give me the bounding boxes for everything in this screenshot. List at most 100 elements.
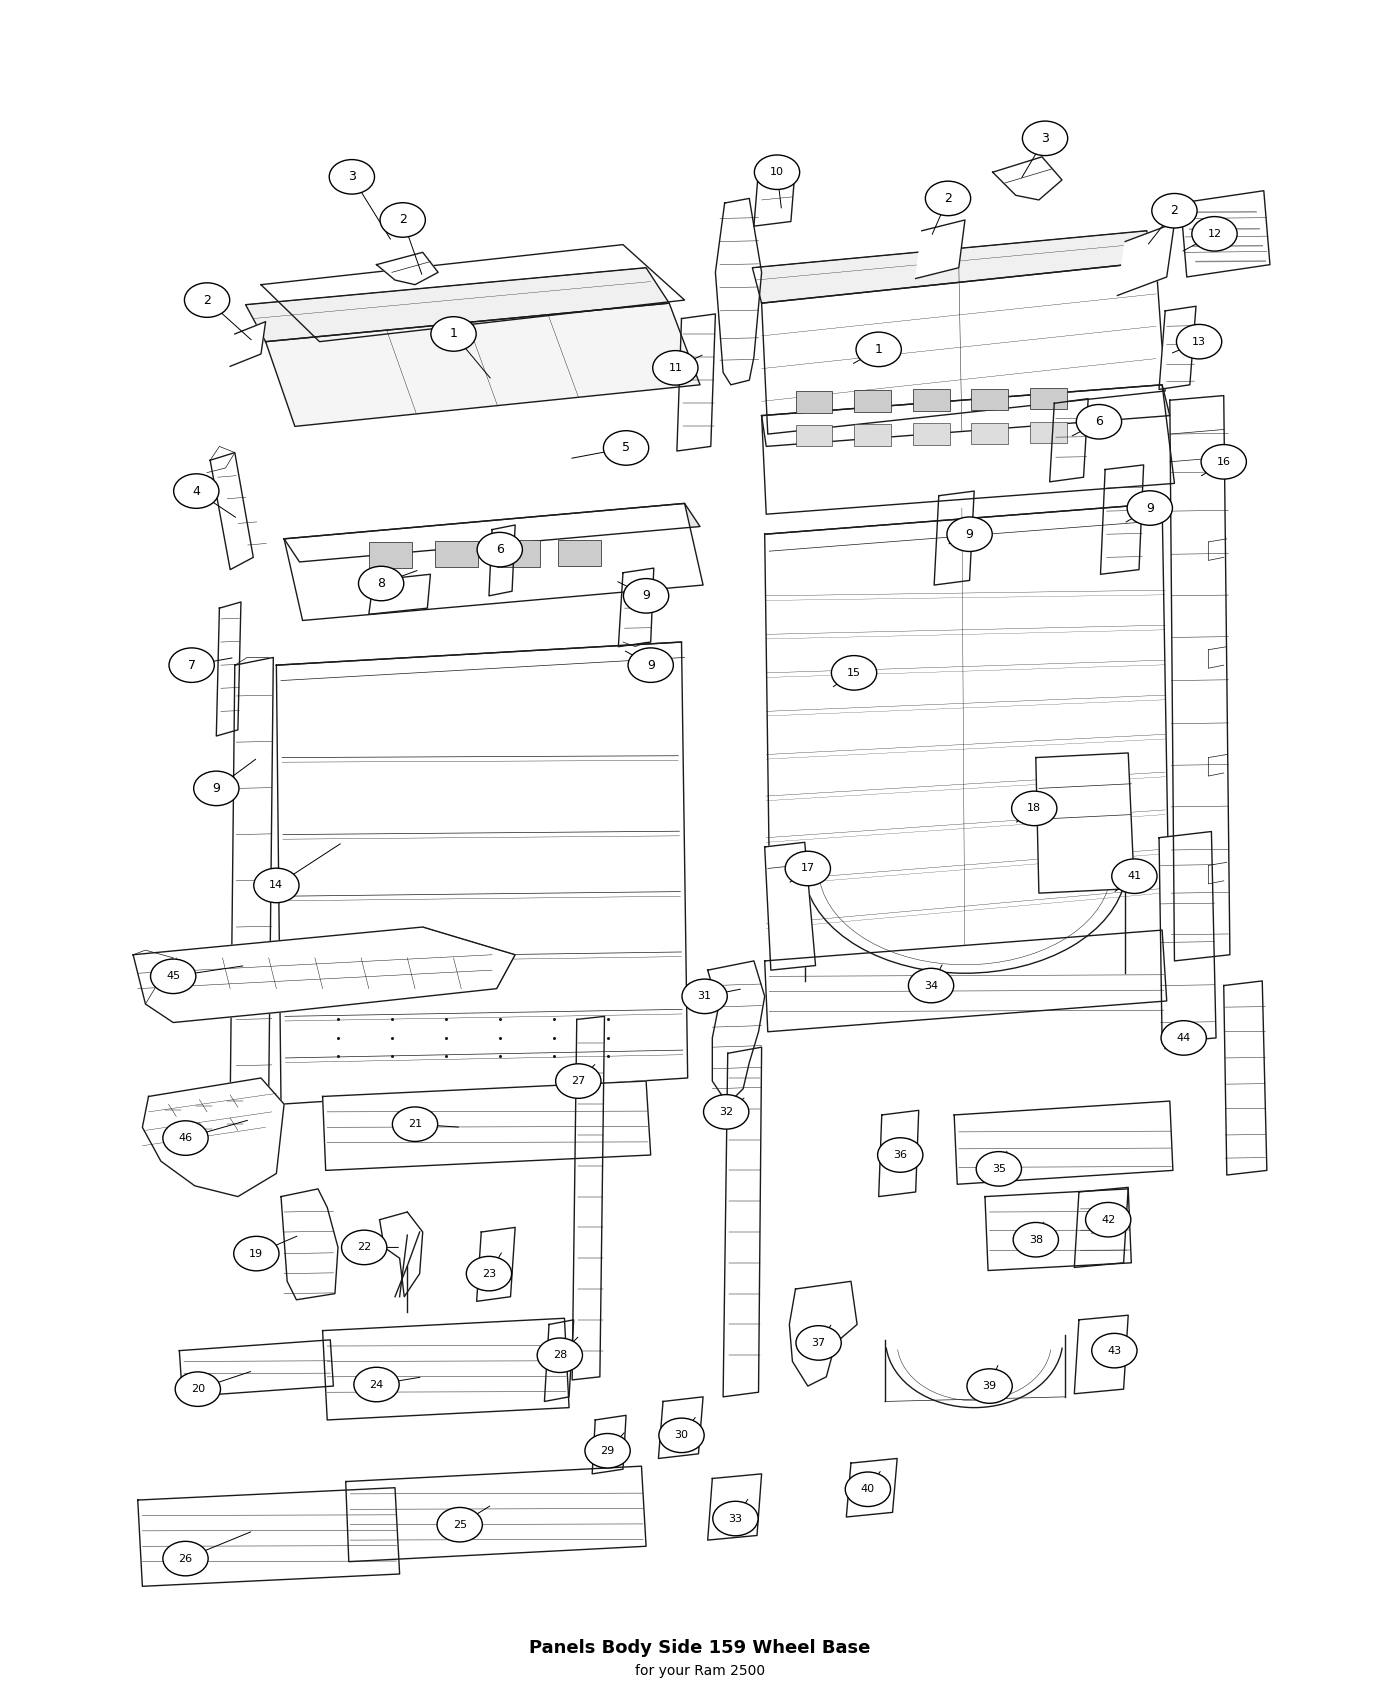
Ellipse shape <box>437 1508 483 1542</box>
Text: 42: 42 <box>1100 1216 1116 1224</box>
Ellipse shape <box>629 648 673 682</box>
Polygon shape <box>322 1081 651 1170</box>
Polygon shape <box>1159 306 1196 389</box>
Text: 41: 41 <box>1127 870 1141 881</box>
FancyBboxPatch shape <box>435 541 479 568</box>
Polygon shape <box>715 199 762 384</box>
Text: 22: 22 <box>357 1243 371 1253</box>
Polygon shape <box>764 842 816 971</box>
Ellipse shape <box>713 1501 757 1535</box>
FancyBboxPatch shape <box>1029 388 1067 410</box>
Polygon shape <box>790 1282 857 1385</box>
Ellipse shape <box>682 979 727 1013</box>
Polygon shape <box>1117 223 1175 296</box>
Text: 33: 33 <box>728 1513 742 1523</box>
Ellipse shape <box>1161 1020 1207 1056</box>
Text: 45: 45 <box>167 971 181 981</box>
Text: Panels Body Side 159 Wheel Base: Panels Body Side 159 Wheel Base <box>529 1639 871 1658</box>
Polygon shape <box>260 245 685 342</box>
Polygon shape <box>379 1219 423 1297</box>
Text: 3: 3 <box>1042 133 1049 144</box>
Polygon shape <box>476 1227 515 1300</box>
Text: 16: 16 <box>1217 457 1231 468</box>
Polygon shape <box>1074 1316 1128 1394</box>
Text: 6: 6 <box>1095 415 1103 428</box>
Text: 10: 10 <box>770 167 784 177</box>
Ellipse shape <box>466 1256 511 1290</box>
Ellipse shape <box>253 869 300 903</box>
Polygon shape <box>1170 396 1229 960</box>
Text: 44: 44 <box>1176 1034 1191 1042</box>
Polygon shape <box>752 231 1156 303</box>
Text: 14: 14 <box>269 881 283 891</box>
Ellipse shape <box>1127 491 1172 525</box>
Ellipse shape <box>329 160 375 194</box>
Text: 26: 26 <box>178 1554 193 1564</box>
Text: 4: 4 <box>192 484 200 498</box>
Ellipse shape <box>1112 858 1156 894</box>
Polygon shape <box>708 960 764 1105</box>
Text: 3: 3 <box>349 170 356 184</box>
Polygon shape <box>762 262 1165 434</box>
Ellipse shape <box>1201 445 1246 479</box>
Ellipse shape <box>585 1433 630 1469</box>
Polygon shape <box>179 1340 333 1397</box>
Text: 15: 15 <box>847 668 861 678</box>
Ellipse shape <box>1191 216 1238 252</box>
Ellipse shape <box>431 316 476 352</box>
FancyBboxPatch shape <box>972 423 1008 444</box>
Text: 1: 1 <box>875 343 882 355</box>
Polygon shape <box>322 1318 568 1420</box>
Polygon shape <box>377 252 438 284</box>
Polygon shape <box>276 643 687 1105</box>
Ellipse shape <box>151 959 196 993</box>
Text: 6: 6 <box>496 542 504 556</box>
Text: 1: 1 <box>449 328 458 340</box>
Polygon shape <box>284 503 703 620</box>
Ellipse shape <box>169 648 214 682</box>
FancyBboxPatch shape <box>795 425 833 447</box>
Text: 2: 2 <box>203 294 211 306</box>
Ellipse shape <box>477 532 522 566</box>
Text: 38: 38 <box>1029 1234 1043 1244</box>
Ellipse shape <box>162 1542 209 1576</box>
Text: for your Ram 2500: for your Ram 2500 <box>636 1664 764 1678</box>
Ellipse shape <box>175 1372 220 1406</box>
Ellipse shape <box>652 350 699 386</box>
Ellipse shape <box>392 1107 438 1141</box>
Polygon shape <box>284 503 700 563</box>
FancyBboxPatch shape <box>795 391 833 413</box>
FancyBboxPatch shape <box>972 389 1008 410</box>
Text: 23: 23 <box>482 1268 496 1278</box>
Ellipse shape <box>855 332 902 367</box>
Text: 27: 27 <box>571 1076 585 1086</box>
Polygon shape <box>1224 981 1267 1175</box>
Text: 13: 13 <box>1191 337 1205 347</box>
Text: 7: 7 <box>188 658 196 672</box>
Polygon shape <box>143 1078 284 1197</box>
Text: 2: 2 <box>399 214 406 226</box>
Text: 31: 31 <box>697 991 711 1001</box>
Ellipse shape <box>342 1231 386 1265</box>
FancyBboxPatch shape <box>1029 422 1067 444</box>
Text: 30: 30 <box>675 1430 689 1440</box>
Polygon shape <box>764 930 1166 1032</box>
Ellipse shape <box>174 474 218 508</box>
Ellipse shape <box>185 282 230 318</box>
Ellipse shape <box>976 1151 1022 1187</box>
FancyBboxPatch shape <box>854 423 890 445</box>
Polygon shape <box>1074 1187 1128 1268</box>
Ellipse shape <box>1152 194 1197 228</box>
Polygon shape <box>955 1102 1173 1185</box>
Text: 12: 12 <box>1207 230 1222 238</box>
Ellipse shape <box>623 578 669 614</box>
Ellipse shape <box>704 1095 749 1129</box>
Text: 9: 9 <box>1145 502 1154 515</box>
Text: 43: 43 <box>1107 1346 1121 1355</box>
Polygon shape <box>245 267 669 342</box>
Text: 40: 40 <box>861 1484 875 1494</box>
Polygon shape <box>230 321 266 366</box>
Ellipse shape <box>1014 1222 1058 1256</box>
Text: 8: 8 <box>377 576 385 590</box>
Ellipse shape <box>354 1367 399 1402</box>
